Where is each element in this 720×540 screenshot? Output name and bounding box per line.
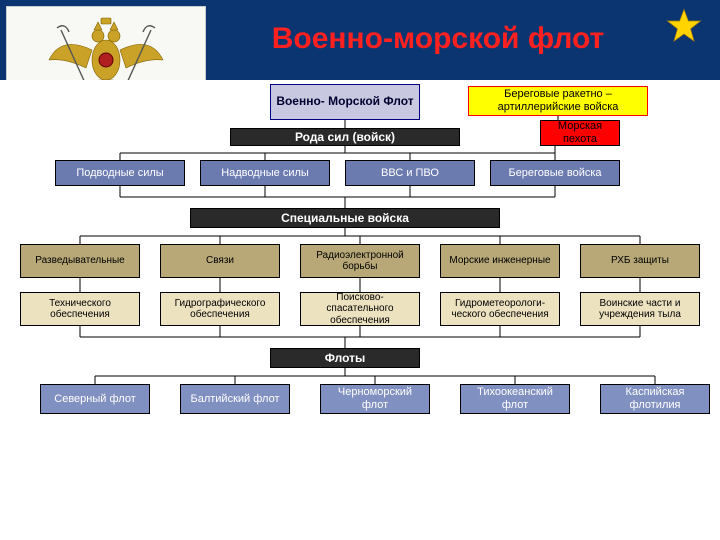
- marines-box: Морская пехота: [540, 120, 620, 146]
- special-row1-item: Разведывательные: [20, 244, 140, 278]
- special-row1-item: Связи: [160, 244, 280, 278]
- special-row2-item: Технического обеспечения: [20, 292, 140, 326]
- special-row1-item: Радиоэлектронной борьбы: [300, 244, 420, 278]
- forces-item: Подводные силы: [55, 160, 185, 186]
- special-row2-item: Поисково-спасательного обеспечения: [300, 292, 420, 326]
- fleet-item: Балтийский флот: [180, 384, 290, 414]
- special-row1-item: Морские инженерные: [440, 244, 560, 278]
- fleet-item: Тихоокеанский флот: [460, 384, 570, 414]
- page-title: Военно-морской флот: [226, 22, 650, 56]
- org-chart: Военно- Морской Флот Береговые ракетно – …: [0, 80, 720, 540]
- special-row2-item: Гидрометеорологи-ческого обеспечения: [440, 292, 560, 326]
- forces-item: Надводные силы: [200, 160, 330, 186]
- star-icon: [666, 8, 702, 49]
- fleet-item: Северный флот: [40, 384, 150, 414]
- special-row2-item: Воинские части и учреждения тыла: [580, 292, 700, 326]
- coastal-rocket-box: Береговые ракетно – артиллерийские войск…: [468, 86, 648, 116]
- special-row1-item: РХБ защиты: [580, 244, 700, 278]
- forces-header: Рода сил (войск): [230, 128, 460, 146]
- root-node: Военно- Морской Флот: [270, 84, 420, 120]
- forces-item: Береговые войска: [490, 160, 620, 186]
- forces-item: ВВС и ПВО: [345, 160, 475, 186]
- special-row2-item: Гидрографического обеспечения: [160, 292, 280, 326]
- special-header: Специальные войска: [190, 208, 500, 228]
- fleet-item: Черноморский флот: [320, 384, 430, 414]
- fleet-item: Каспийская флотилия: [600, 384, 710, 414]
- fleets-header: Флоты: [270, 348, 420, 368]
